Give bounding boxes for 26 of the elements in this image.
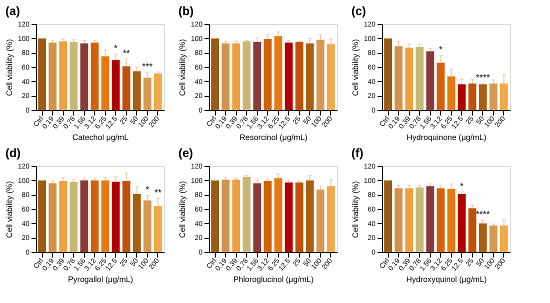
chart-title: (e) [178, 146, 193, 160]
x-axis-title: Pyrogallol (μg/mL) [68, 274, 134, 284]
x-axis-title: Resorcinol (μg/mL) [240, 132, 308, 142]
annotation: * [114, 43, 118, 54]
y-axis-title: Cell viability (%) [350, 180, 360, 238]
chart-title: (a) [5, 4, 20, 18]
annotation: * [460, 180, 464, 191]
chart-title: (c) [351, 4, 366, 18]
x-axis-title: Hydroquinone (μg/mL) [406, 132, 487, 142]
x-axis-title: Hydroxyquinol (μg/mL) [406, 274, 488, 284]
annotation: * [146, 184, 150, 194]
chart-title: (f) [351, 146, 364, 160]
chart-title: (d) [5, 146, 21, 160]
y-axis-title: Cell viability (%) [178, 180, 187, 238]
y-axis-title: Cell viability (%) [4, 180, 14, 238]
y-axis-title: Cell viability (%) [4, 38, 14, 96]
y-axis-title: Cell viability (%) [350, 38, 360, 96]
annotation: *** [142, 62, 154, 72]
annotation: ** [122, 48, 130, 58]
chart-title: (b) [178, 4, 194, 18]
annotation: **** [476, 72, 490, 82]
annotation: ** [154, 187, 162, 198]
y-axis-title: Cell viability (%) [178, 38, 187, 96]
x-axis-title: Phloroglucinol (μg/mL) [233, 274, 314, 284]
annotation: * [438, 44, 443, 55]
x-axis-title: Catechol μg/mL [72, 132, 130, 142]
